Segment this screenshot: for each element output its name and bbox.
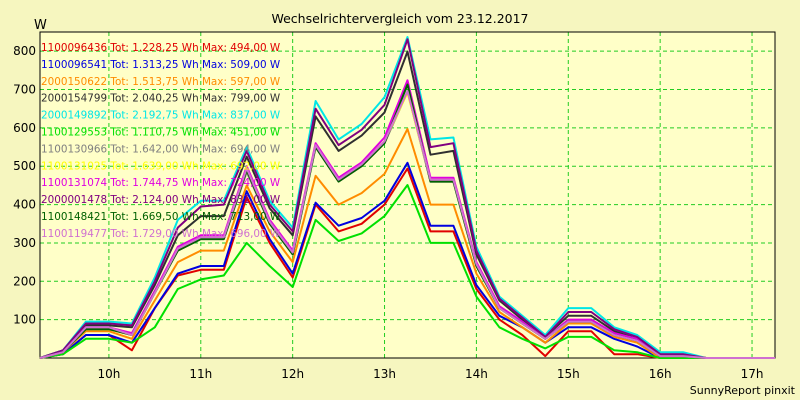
series-line-2000149892	[39, 36, 775, 359]
legend-entry-1100096436: 1100096436 Tot: 1.228,25 Wh Max: 494,00 …	[41, 42, 280, 54]
legend-entry-1100096541: 1100096541 Tot: 1.313,25 Wh Max: 509,00 …	[41, 59, 280, 71]
x-tick-label: 15h	[557, 367, 580, 381]
legend-entry-1100130966: 1100130966 Tot: 1.642,00 Wh Max: 694,00 …	[41, 143, 280, 155]
legend-entry-2000154799: 2000154799 Tot: 2.040,25 Wh Max: 799,00 …	[41, 93, 280, 105]
legend-entry-2000150622: 2000150622 Tot: 1.513,75 Wh Max: 597,00 …	[41, 76, 280, 88]
y-tick-label: 100	[13, 313, 36, 327]
y-tick-label: 600	[13, 121, 36, 135]
chart-title: Wechselrichtervergleich vom 23.12.2017	[271, 11, 528, 26]
x-tick-label: 11h	[189, 367, 212, 381]
legend-entry-1100131074: 1100131074 Tot: 1.744,75 Wh Max: 724,00 …	[41, 177, 280, 189]
legend-entry-1100131025: 1100131025 Tot: 1.639,00 Wh Max: 692,00 …	[41, 160, 280, 172]
y-tick-label: 800	[13, 44, 36, 58]
plot-area: 100 200 300 400 500 600 700 800 10h 11h 12h 13h 14h 1…	[13, 31, 776, 381]
series-line-2000150622	[39, 128, 775, 359]
x-tick-label: 13h	[373, 367, 396, 381]
y-tick-label: 300	[13, 236, 36, 250]
y-tick-label: 200	[13, 274, 36, 288]
legend-entry-1100129553: 1100129553 Tot: 1.110,75 Wh Max: 451,00 …	[41, 127, 280, 139]
series-line-1100096541	[39, 161, 775, 359]
y-axis-label: W	[34, 18, 47, 33]
series-line-1100119477	[39, 90, 775, 359]
legend-entry-1100148421: 1100148421 Tot: 1.669,50 Wh Max: 713,00 …	[41, 211, 280, 223]
x-tick-label: 14h	[465, 367, 488, 381]
credit-text: SunnyReport pinxit	[690, 384, 796, 397]
x-tick-label: 10h	[97, 367, 120, 381]
y-tick-label: 500	[13, 159, 36, 173]
y-tick-label: 700	[13, 83, 36, 97]
legend-entry-2000149892: 2000149892 Tot: 2.192,75 Wh Max: 837,00 …	[41, 110, 280, 122]
legend-entry-1100119477: 1100119477 Tot: 1.729,00 Wh Max: 696,00 …	[41, 228, 280, 240]
x-tick-label: 12h	[281, 367, 304, 381]
legend-entry-2000001478: 2000001478 Tot: 2.124,00 Wh Max: 831,00 …	[41, 194, 280, 206]
x-tick-label: 16h	[649, 367, 672, 381]
series-line-2000001478	[39, 38, 775, 359]
y-tick-label: 400	[13, 198, 36, 212]
x-tick-label: 17h	[741, 367, 764, 381]
series-line-1100129553	[39, 184, 775, 359]
plot-frame	[39, 31, 776, 359]
